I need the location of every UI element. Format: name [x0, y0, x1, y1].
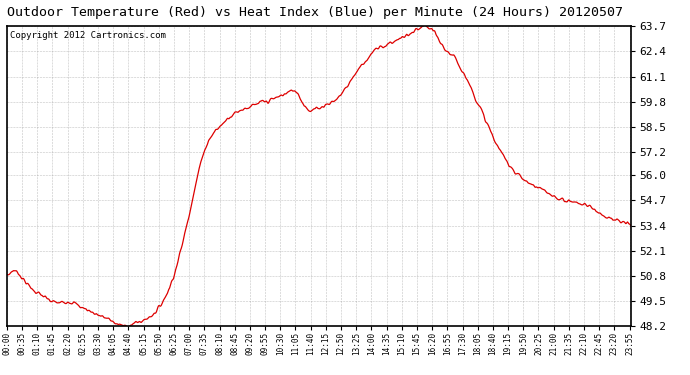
Text: Outdoor Temperature (Red) vs Heat Index (Blue) per Minute (24 Hours) 20120507: Outdoor Temperature (Red) vs Heat Index …: [7, 6, 623, 19]
Text: Copyright 2012 Cartronics.com: Copyright 2012 Cartronics.com: [10, 31, 166, 40]
